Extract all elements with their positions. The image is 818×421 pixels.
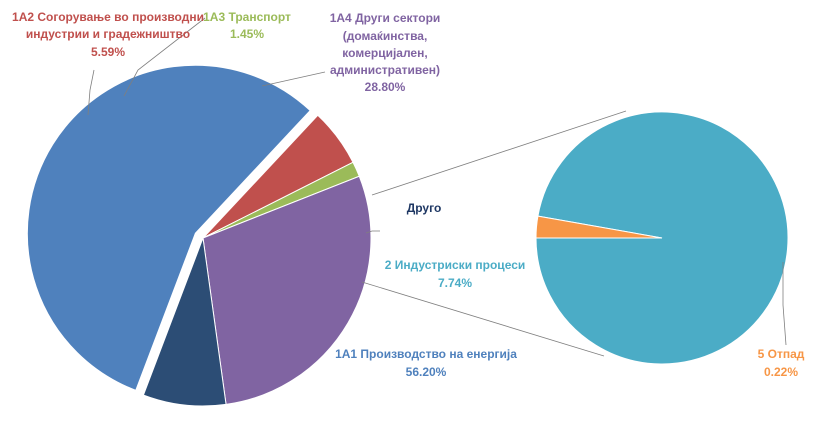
label-industry-pct: 5.59% xyxy=(91,45,125,59)
leader-other-sectors xyxy=(261,71,326,87)
label-energy-name: 1A1 Производство на енергија xyxy=(335,347,517,361)
connector-line-bottom xyxy=(361,281,605,357)
label-transport-name: 1A3 Транспорт xyxy=(203,10,291,24)
label-energy-pct: 56.20% xyxy=(406,365,447,379)
leader-waste xyxy=(782,262,787,346)
main-pie xyxy=(26,64,372,407)
data-labels: 1A2 Согорување во производни индустрии и… xyxy=(12,10,805,379)
connector-line-top xyxy=(371,110,627,196)
label-industry-name-2: индустрии и градежништво xyxy=(26,27,190,41)
breakout-pie xyxy=(535,111,789,365)
main-pie-slice-5 xyxy=(142,237,227,407)
main-pie-slice-4 xyxy=(202,175,372,405)
main-pie-slice-1 xyxy=(26,64,311,391)
breakout-pie-slice-2 xyxy=(535,215,663,239)
label-waste-pct: 0.22% xyxy=(764,365,798,379)
label-other-sectors-2: (домаќинства, xyxy=(343,29,428,43)
label-other-sectors-3: комерцијален, xyxy=(342,46,427,60)
label-transport-pct: 1.45% xyxy=(230,27,264,41)
label-other: Друго xyxy=(407,201,442,215)
label-industry-name-1: 1A2 Согорување во производни xyxy=(12,10,204,24)
label-processes-name: 2 Индустриски процеси xyxy=(385,258,526,272)
leader-industry xyxy=(87,69,95,116)
leader-transport xyxy=(123,17,206,97)
label-other-sectors-pct: 28.80% xyxy=(365,80,406,94)
leader-other xyxy=(365,230,380,234)
label-other-sectors-1: 1A4 Други сектори xyxy=(330,11,441,25)
connectors xyxy=(87,17,787,357)
label-other-sectors-4: административен) xyxy=(330,63,440,77)
label-processes-pct: 7.74% xyxy=(438,276,472,290)
label-waste-name: 5 Отпад xyxy=(758,347,805,361)
